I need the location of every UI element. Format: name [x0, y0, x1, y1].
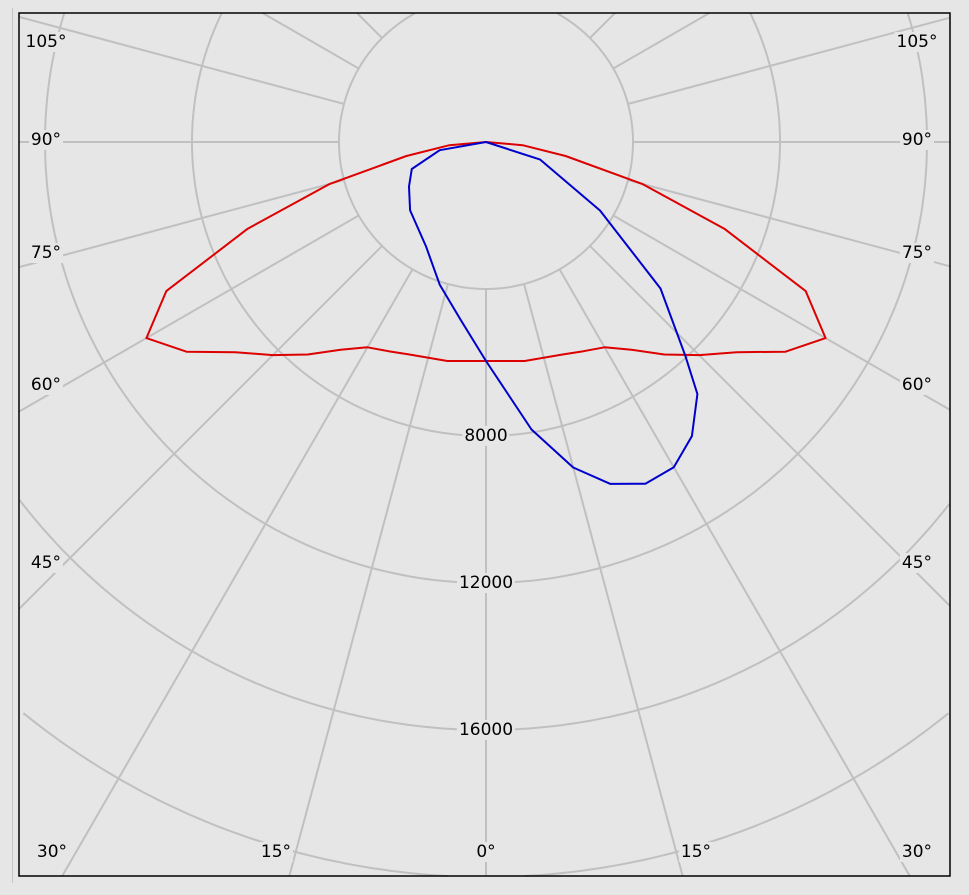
radial-tick-label: 12000: [456, 573, 516, 593]
angular-grid-spoke: [523, 283, 684, 877]
angle-label-left: 60°: [28, 375, 64, 395]
angular-grid-spoke: [18, 245, 383, 610]
angular-grid-spoke: [18, 214, 360, 413]
angular-grid-spoke: [18, 179, 345, 269]
angle-label-bottom: 15°: [258, 842, 294, 862]
angular-grid-spoke: [18, 15, 345, 105]
angle-label-right: 45°: [899, 553, 935, 573]
angle-label-left: 45°: [28, 553, 64, 573]
angular-grid-spoke: [356, 12, 383, 39]
angular-grid-spoke: [558, 268, 911, 877]
radial-grid-ring: [191, 12, 781, 437]
window-edge: [12, 8, 13, 883]
angle-label-bottom: 30°: [899, 842, 935, 862]
angular-grid-spoke: [612, 214, 951, 411]
angle-label-left: 105°: [23, 32, 69, 52]
angular-grid-spoke: [589, 12, 616, 39]
radial-grid-ring: [18, 499, 951, 731]
angular-grid-spoke: [612, 12, 710, 70]
angle-label-right: 90°: [899, 130, 935, 150]
radial-grid-ring: [22, 712, 950, 877]
plot-border: [18, 12, 951, 877]
angular-grid-spoke: [262, 12, 360, 70]
angle-label-bottom: 15°: [678, 842, 714, 862]
angle-label-bottom: 30°: [34, 842, 70, 862]
angle-label-bottom: 0°: [474, 842, 498, 862]
angle-label-right: 60°: [899, 375, 935, 395]
angle-label-right: 75°: [899, 243, 935, 263]
angular-grid-spoke: [288, 283, 449, 877]
angle-label-left: 75°: [28, 243, 64, 263]
angular-grid-spoke: [627, 179, 951, 268]
radial-tick-label: 8000: [462, 426, 510, 446]
angle-label-right: 105°: [894, 32, 940, 52]
series-curve-1: [408, 141, 699, 485]
angle-label-left: 90°: [28, 130, 64, 150]
angular-grid-spoke: [589, 245, 951, 607]
radial-tick-label: 16000: [456, 720, 516, 740]
angular-grid-spoke: [61, 268, 414, 877]
